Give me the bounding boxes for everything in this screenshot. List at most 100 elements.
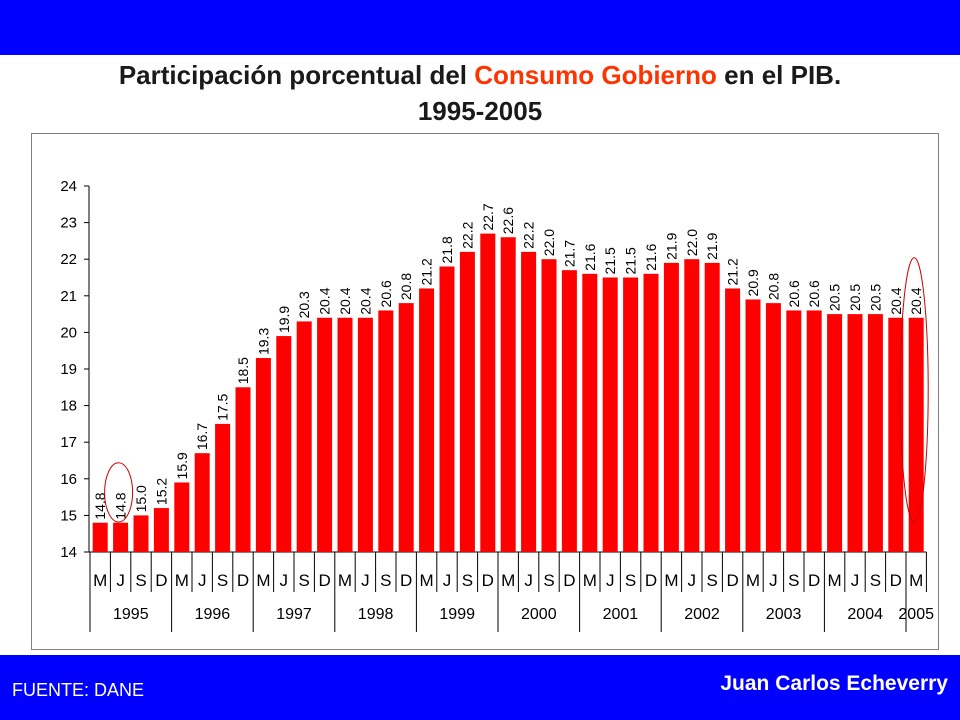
bar-value-label: 15.9 [174,452,190,479]
bar [643,273,659,552]
category-label: S [462,571,473,590]
year-label: 2000 [521,606,557,623]
category-label: D [237,571,249,590]
title-years: 1995-2005 [417,96,543,126]
bar [194,453,210,552]
bar-value-label: 14.8 [92,492,108,519]
year-label: 1995 [113,606,149,623]
bar-value-label: 20.5 [867,284,883,311]
bar [561,270,577,552]
category-label: J [198,571,207,590]
category-label: D [155,571,167,590]
bar-value-label: 20.4 [888,287,904,314]
bar-value-label: 20.5 [847,284,863,311]
bar [174,482,190,552]
category-label: S [707,571,718,590]
bar-value-label: 21.8 [439,236,455,263]
category-label: S [870,571,881,590]
bar-chart: 14 15 16 17 18 19 20 21 22 23 24 14.8 M 14.8 J 15.0 S 15.… [60,178,934,632]
bar-value-label: 22.0 [541,229,557,256]
category-label: J [116,571,125,590]
bar [276,336,292,552]
bar-value-label: 19.9 [276,306,292,333]
y-tick-label: 20 [60,324,77,341]
category-label: M [256,571,270,590]
category-label: J [606,571,615,590]
page-title: Participación porcentual del Consumo Gob… [0,57,960,129]
category-label: D [482,571,494,590]
bar [725,288,741,552]
bar-value-label: 21.9 [663,232,679,259]
bar-value-label: 22.2 [521,221,537,248]
bar [296,321,312,552]
category-label: J [361,571,370,590]
y-tick-label: 24 [60,178,77,195]
category-label: M [93,571,107,590]
category-label: D [318,571,330,590]
bar-value-label: 21.6 [582,243,598,270]
category-label: D [563,571,575,590]
category-label: S [299,571,310,590]
bar-value-label: 20.6 [378,280,394,307]
bar-value-label: 21.6 [643,243,659,270]
year-label: 1999 [439,606,475,623]
bar [317,317,333,552]
y-tick-label: 14 [60,544,77,561]
bar-value-label: 22.2 [459,221,475,248]
bar [398,303,414,552]
category-label: S [135,571,146,590]
bar-value-label: 20.4 [357,287,373,314]
bar-value-label: 20.8 [765,273,781,300]
title-part1: Participación porcentual del [118,60,475,90]
category-label: D [726,571,738,590]
bar [480,233,496,552]
category-label: M [664,571,678,590]
year-label: 2002 [684,606,720,623]
category-label: D [645,571,657,590]
bar-value-label: 17.5 [215,393,231,420]
bar-value-label: 19.3 [255,328,271,355]
highlight-ellipse [104,462,134,523]
highlight-ellipse [899,257,929,523]
bottom-color-band [0,655,960,720]
category-label: J [524,571,533,590]
category-label: J [280,571,289,590]
category-label: S [543,571,554,590]
category-label: M [175,571,189,590]
category-label: D [400,571,412,590]
bar [378,310,394,552]
bar [623,277,639,552]
bar [602,277,618,552]
year-label: 1998 [358,606,394,623]
bar [582,273,598,552]
bar [867,314,883,552]
bar [684,259,700,552]
bar-value-label: 22.0 [684,229,700,256]
bar [215,423,231,552]
bar-value-label: 20.6 [806,280,822,307]
bar [92,522,108,552]
bar-value-label: 21.7 [561,240,577,267]
category-label: S [217,571,228,590]
bar [419,288,435,552]
title-highlight: Consumo Gobierno [474,60,717,90]
bar-value-label: 20.5 [827,284,843,311]
bar-value-label: 18.5 [235,357,251,384]
bar-value-label: 15.2 [153,478,169,505]
bar [357,317,373,552]
year-label: 2004 [847,606,883,623]
category-label: S [788,571,799,590]
bar [255,358,271,552]
bar-value-label: 20.4 [908,287,924,314]
bar-value-label: 15.0 [133,485,149,512]
category-label: S [380,571,391,590]
bar-value-label: 21.5 [623,247,639,274]
bar [541,259,557,552]
bar-value-label: 21.2 [419,258,435,285]
bar [847,314,863,552]
bar [806,310,822,552]
bar [765,303,781,552]
year-label: 1997 [276,606,312,623]
category-label: M [338,571,352,590]
bar-value-label: 20.4 [337,287,353,314]
